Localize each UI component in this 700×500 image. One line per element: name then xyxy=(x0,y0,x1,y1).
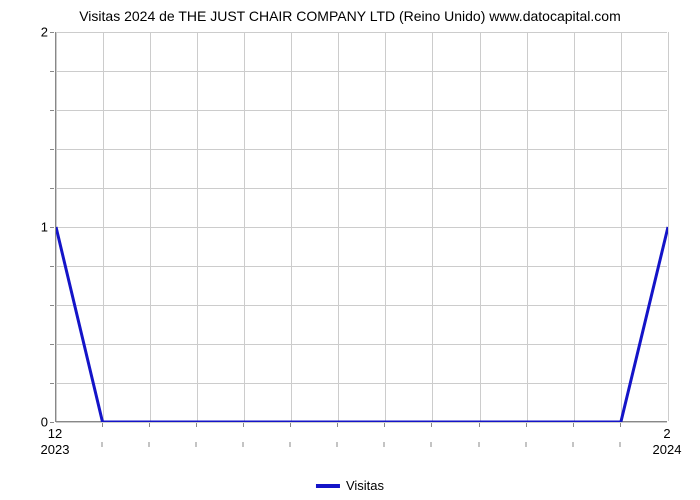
x-minor-mark xyxy=(525,442,526,447)
grid-line-h xyxy=(56,227,667,228)
plot-area xyxy=(55,32,667,422)
x-minor-tick xyxy=(384,423,385,427)
x-minor-tick xyxy=(149,423,150,427)
x-minor-tick xyxy=(573,423,574,427)
y-minor-tick xyxy=(50,383,54,384)
y-minor-tick xyxy=(50,266,54,267)
grid-line-h xyxy=(56,32,667,33)
x-minor-mark xyxy=(242,442,243,447)
grid-line-h xyxy=(56,149,667,150)
grid-line-h xyxy=(56,266,667,267)
grid-line-h xyxy=(56,344,667,345)
grid-line-h xyxy=(56,71,667,72)
legend: Visitas xyxy=(316,478,384,493)
chart-title: Visitas 2024 de THE JUST CHAIR COMPANY L… xyxy=(0,0,700,24)
x-minor-mark xyxy=(337,442,338,447)
y-tick-label: 2 xyxy=(41,25,48,40)
grid-line-h xyxy=(56,188,667,189)
grid-line-h xyxy=(56,110,667,111)
legend-label: Visitas xyxy=(346,478,384,493)
x-tick-label-top: 12 xyxy=(48,426,62,441)
y-minor-tick xyxy=(50,110,54,111)
x-minor-tick xyxy=(243,423,244,427)
series-polyline xyxy=(56,227,668,422)
x-minor-mark xyxy=(290,442,291,447)
y-minor-tick xyxy=(50,32,54,33)
grid-line-v xyxy=(668,32,669,421)
x-minor-tick xyxy=(431,423,432,427)
y-tick-label: 1 xyxy=(41,220,48,235)
x-minor-mark xyxy=(572,442,573,447)
y-minor-tick xyxy=(50,71,54,72)
x-minor-mark xyxy=(384,442,385,447)
x-tick-label-bottom: 2023 xyxy=(41,442,70,457)
y-minor-tick xyxy=(50,188,54,189)
grid-line-h xyxy=(56,383,667,384)
y-minor-tick xyxy=(50,149,54,150)
x-minor-tick xyxy=(196,423,197,427)
x-minor-tick xyxy=(526,423,527,427)
x-minor-tick xyxy=(102,423,103,427)
y-minor-tick xyxy=(50,344,54,345)
x-tick-label-bottom: 2024 xyxy=(653,442,682,457)
x-minor-mark xyxy=(619,442,620,447)
x-minor-tick xyxy=(479,423,480,427)
x-minor-mark xyxy=(195,442,196,447)
x-minor-mark xyxy=(478,442,479,447)
y-minor-tick xyxy=(50,305,54,306)
chart-container: Visitas 2024 de THE JUST CHAIR COMPANY L… xyxy=(0,0,700,500)
x-minor-mark xyxy=(148,442,149,447)
x-tick-label-top: 2 xyxy=(663,426,670,441)
x-minor-tick xyxy=(290,423,291,427)
y-minor-tick xyxy=(50,227,54,228)
x-minor-mark xyxy=(101,442,102,447)
x-minor-mark xyxy=(431,442,432,447)
x-minor-tick xyxy=(337,423,338,427)
x-minor-tick xyxy=(620,423,621,427)
y-minor-tick xyxy=(50,422,54,423)
grid-line-h xyxy=(56,305,667,306)
legend-swatch xyxy=(316,484,340,488)
